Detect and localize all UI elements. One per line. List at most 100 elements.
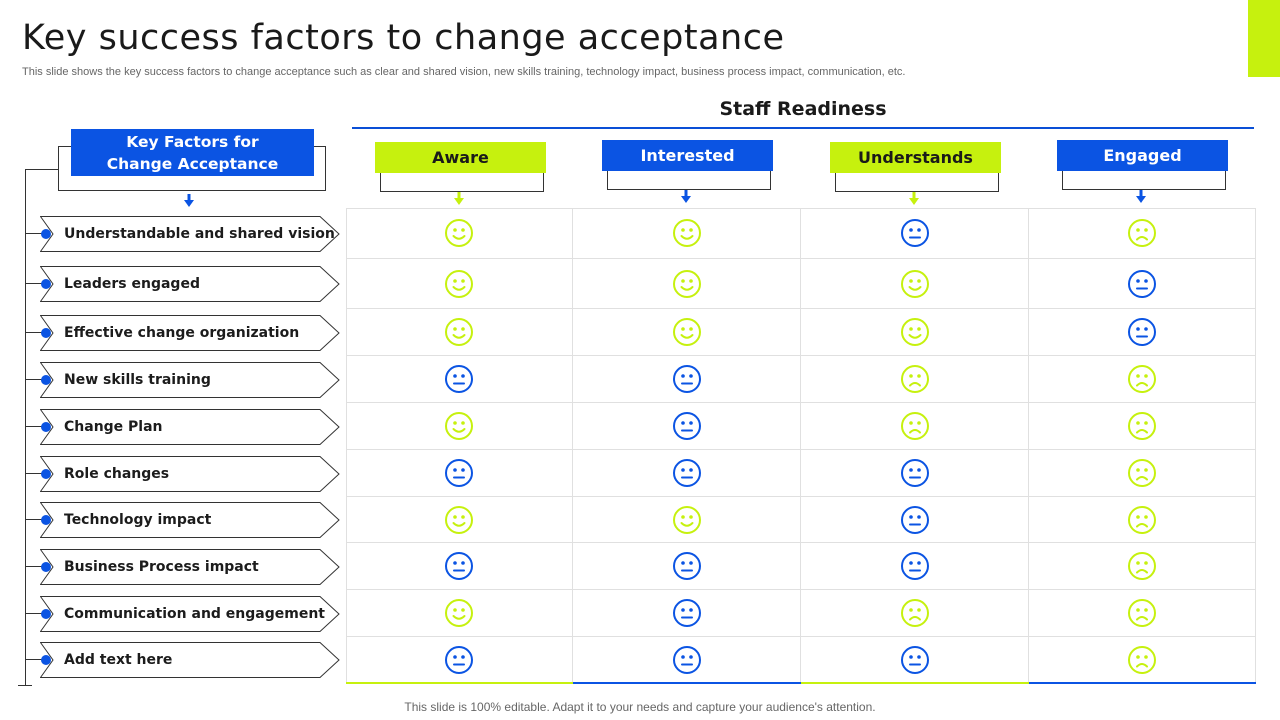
neutral-face-icon <box>445 645 473 674</box>
factor-row: Understandable and shared vision <box>25 216 345 252</box>
neutral-face-icon <box>672 412 701 440</box>
factor-chevron-shape <box>40 315 340 351</box>
readiness-cell <box>1029 450 1256 497</box>
factor-bullet-dot <box>41 469 51 479</box>
readiness-cell <box>801 403 1029 450</box>
factor-connector <box>25 519 45 520</box>
neutral-face-icon <box>445 552 473 580</box>
sad-face-icon <box>1128 365 1156 393</box>
factor-label: Leaders engaged <box>64 276 200 292</box>
happy-face-icon <box>445 219 473 247</box>
factor-connector <box>25 473 45 474</box>
readiness-cell <box>573 356 801 403</box>
factor-label: Business Process impact <box>64 559 259 575</box>
neutral-face-icon <box>900 552 929 580</box>
column-down-arrow-icon <box>681 190 691 203</box>
readiness-cell <box>346 403 573 450</box>
factor-connector <box>25 379 45 380</box>
happy-face-icon <box>672 269 701 298</box>
factor-chevron-shape <box>40 409 340 445</box>
readiness-cell <box>346 497 573 543</box>
sad-face-icon <box>1128 599 1156 627</box>
happy-face-icon <box>900 269 929 298</box>
factor-bullet-dot <box>41 375 51 385</box>
sad-face-icon <box>1128 459 1156 487</box>
neutral-face-icon <box>672 599 701 627</box>
factor-chevron-shape <box>40 456 340 492</box>
column-bottom-line <box>573 682 801 684</box>
factors-bracket-bottom <box>18 685 32 686</box>
readiness-cell <box>801 356 1029 403</box>
factor-row: Communication and engagement <box>25 596 345 632</box>
key-factors-header: Key Factors for Change Acceptance <box>71 129 314 176</box>
readiness-cell <box>1029 208 1256 259</box>
factor-row: Business Process impact <box>25 549 345 585</box>
factor-bullet-dot <box>41 515 51 525</box>
readiness-cell <box>573 450 801 497</box>
column-header-label: Engaged <box>1057 140 1228 171</box>
factor-chevron-shape <box>40 266 340 302</box>
readiness-cell <box>573 543 801 590</box>
slide-footer: This slide is 100% editable. Adapt it to… <box>404 700 876 714</box>
happy-face-icon <box>445 505 473 534</box>
happy-face-icon <box>445 318 473 346</box>
neutral-face-icon <box>672 459 701 487</box>
factor-row: New skills training <box>25 362 345 398</box>
staff-readiness-underline <box>352 127 1254 129</box>
neutral-face-icon <box>672 365 701 393</box>
factor-label: Understandable and shared vision <box>64 226 335 242</box>
sad-face-icon <box>900 365 929 393</box>
readiness-cell <box>573 259 801 309</box>
factor-connector <box>25 233 45 234</box>
factor-label: Change Plan <box>64 419 163 435</box>
factor-row: Technology impact <box>25 502 345 538</box>
readiness-cell <box>1029 637 1256 683</box>
factor-connector <box>25 283 45 284</box>
readiness-cell <box>346 356 573 403</box>
corner-accent <box>1248 0 1280 77</box>
sad-face-icon <box>900 412 929 440</box>
happy-face-icon <box>672 219 701 247</box>
factor-chevron-shape <box>40 596 340 632</box>
readiness-cell <box>346 543 573 590</box>
column-header-engaged: Engaged <box>1057 140 1280 203</box>
happy-face-icon <box>900 318 929 346</box>
factor-row: Role changes <box>25 456 345 492</box>
happy-face-icon <box>445 412 473 440</box>
factor-label: Communication and engagement <box>64 606 325 622</box>
readiness-cell <box>346 259 573 309</box>
neutral-face-icon <box>900 459 929 487</box>
readiness-cell <box>573 309 801 356</box>
readiness-cell <box>801 309 1029 356</box>
sad-face-icon <box>1128 552 1156 580</box>
factor-row: Effective change organization <box>25 315 345 351</box>
column-down-arrow-icon <box>909 192 919 205</box>
happy-face-icon <box>672 318 701 346</box>
readiness-cell <box>801 497 1029 543</box>
factor-chevron-shape <box>40 502 340 538</box>
readiness-cell <box>1029 543 1256 590</box>
factor-label: Add text here <box>64 652 173 668</box>
neutral-face-icon <box>1128 269 1156 298</box>
column-down-arrow-icon <box>454 192 464 205</box>
factor-row: Add text here <box>25 642 345 678</box>
factor-row: Leaders engaged <box>25 266 345 302</box>
sad-face-icon <box>1128 505 1156 534</box>
readiness-cell <box>801 450 1029 497</box>
readiness-cell <box>346 450 573 497</box>
happy-face-icon <box>445 599 473 627</box>
factor-chevron-shape <box>40 642 340 678</box>
factor-connector <box>25 566 45 567</box>
readiness-cell <box>1029 309 1256 356</box>
readiness-cell <box>801 637 1029 683</box>
factor-bullet-dot <box>41 229 51 239</box>
factor-bullet-dot <box>41 562 51 572</box>
readiness-cell <box>346 309 573 356</box>
neutral-face-icon <box>900 505 929 534</box>
neutral-face-icon <box>1128 318 1156 346</box>
neutral-face-icon <box>445 459 473 487</box>
factor-bullet-dot <box>41 279 51 289</box>
readiness-cell <box>573 208 801 259</box>
factor-connector <box>25 332 45 333</box>
slide-title: Key success factors to change acceptance <box>22 18 785 58</box>
